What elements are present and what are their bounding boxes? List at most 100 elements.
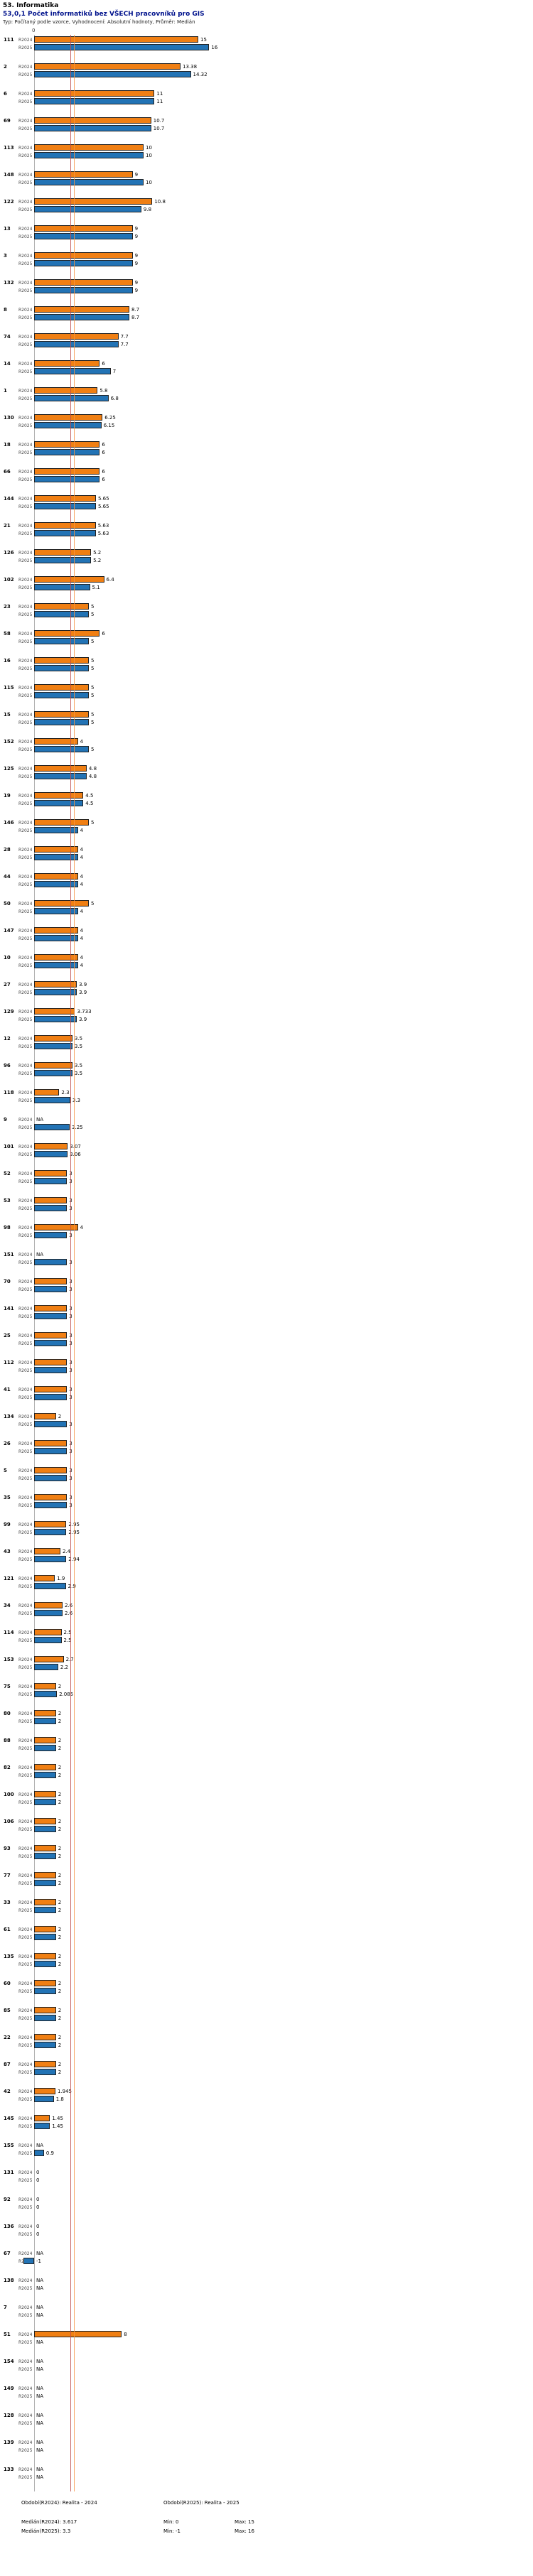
series-label: R2024 bbox=[18, 956, 33, 960]
value-label: 6.8 bbox=[110, 396, 119, 401]
group-id-label: 133 bbox=[4, 2467, 14, 2472]
bar-row-r2024: R2024 2 bbox=[0, 1737, 533, 1744]
group-id-label: 154 bbox=[4, 2359, 14, 2364]
bar-r2024 bbox=[34, 1710, 56, 1716]
bar-group: 22 R2024 2 R2025 2 bbox=[0, 2033, 533, 2060]
bar-row-r2024: R2024 6 bbox=[0, 441, 533, 448]
bar-r2024 bbox=[34, 549, 92, 556]
bar-group: 151R2024NAR20253 bbox=[0, 1250, 533, 1277]
bar-r2024 bbox=[34, 1548, 60, 1554]
bar-r2025 bbox=[34, 1286, 68, 1292]
bar-group: 33 R2024 2 R2025 2 bbox=[0, 1898, 533, 1925]
value-label: 2 bbox=[58, 1934, 62, 1940]
bar-row-r2025: R2025 0 bbox=[0, 2204, 533, 2211]
group-id-label: 99 bbox=[4, 1522, 11, 1527]
series-label: R2024 bbox=[18, 1091, 33, 1095]
bar-row-r2025: R2025 NA bbox=[0, 2393, 533, 2400]
bar-r2024 bbox=[34, 360, 100, 367]
bar-r2025 bbox=[34, 1502, 68, 1508]
series-label: R2024 bbox=[18, 2089, 33, 2094]
bar-row-r2025: R2025 1.8 bbox=[0, 2096, 533, 2103]
series-label: R2024 bbox=[18, 1873, 33, 1878]
series-label: R2024 bbox=[18, 2332, 33, 2337]
series-label: R2024 bbox=[18, 1333, 33, 1338]
bar-row-r2025: R2025 5 bbox=[0, 611, 533, 618]
bar-row-r2025: R2025 2 bbox=[0, 1907, 533, 1914]
group-id-label: 15 bbox=[4, 712, 11, 718]
value-label: 5 bbox=[91, 720, 95, 725]
series-label: R2024 bbox=[18, 2197, 33, 2202]
bar-row-r2025: R2025 NA bbox=[0, 2420, 533, 2427]
bar-r2024 bbox=[34, 711, 89, 718]
bar-group: 13 R2024 9 R2025 9 bbox=[0, 224, 533, 251]
value-label: 2.085 bbox=[59, 1692, 74, 1697]
chart-footer: Období(R2024): Realita - 2024 Období(R20… bbox=[21, 2499, 533, 2536]
group-id-label: 23 bbox=[4, 604, 11, 610]
value-label: 5 bbox=[91, 639, 95, 644]
value-label: 4 bbox=[80, 963, 84, 968]
value-label: 2 bbox=[58, 1711, 62, 1716]
bar-row-r2025: R2025 0.9 bbox=[0, 2150, 533, 2157]
bar-r2024 bbox=[34, 1440, 68, 1446]
group-id-label: 101 bbox=[4, 1144, 14, 1149]
bar-row-r2024: R2024 2 bbox=[0, 2034, 533, 2041]
bar-row-r2025: R2025 NA bbox=[0, 2339, 533, 2346]
bar-r2024 bbox=[34, 765, 87, 772]
bar-row-r2025: R2025 5.63 bbox=[0, 530, 533, 537]
bar-row-r2025: R2025 6.15 bbox=[0, 422, 533, 429]
value-label: 2 bbox=[58, 1792, 62, 1797]
bar-row-r2025: R2025 0 bbox=[0, 2177, 533, 2184]
bar-group: 7 R2024 NA R2025 NA bbox=[0, 2302, 533, 2329]
bar-r2025 bbox=[34, 935, 78, 941]
bar-r2025 bbox=[34, 962, 78, 968]
value-label: 8.7 bbox=[131, 307, 140, 313]
bar-group: 96 R2024 3.5 R2025 3.5 bbox=[0, 1061, 533, 1088]
bar-r2025 bbox=[34, 179, 144, 185]
median-r2025-label: Medián(R2025): 3.3 bbox=[21, 2528, 71, 2534]
bar-row-r2025: R2025 2 bbox=[0, 2042, 533, 2049]
value-label: 4 bbox=[80, 739, 84, 745]
bar-row-r2025: R2025 2 bbox=[0, 1772, 533, 1779]
bar-row-r2024: R2024 NA bbox=[0, 1251, 533, 1258]
series-label: R2024 bbox=[18, 1252, 33, 1257]
bar-group: 102 R2024 6.4 R2025 5.1 bbox=[0, 575, 533, 602]
bar-group: 51 R2024 8 R2025 NA bbox=[0, 2329, 533, 2356]
value-label: 6 bbox=[102, 361, 105, 367]
value-label: 2 bbox=[58, 1684, 62, 1689]
group-id-label: 87 bbox=[4, 2062, 11, 2067]
bar-row-r2025: R2025 2.6 bbox=[0, 1610, 533, 1617]
bar-r2024 bbox=[34, 1224, 78, 1230]
bar-group: 61 R2024 2 R2025 2 bbox=[0, 1925, 533, 1952]
bar-group: 141R20243R20253 bbox=[0, 1304, 533, 1331]
bar-row-r2024: R2024 NA bbox=[0, 2277, 533, 2284]
series-label: R2025 bbox=[18, 153, 33, 158]
bar-row-r2024: R2024 10 bbox=[0, 144, 533, 151]
series-label: R2025 bbox=[18, 1827, 33, 1832]
bar-r2025 bbox=[34, 2150, 44, 2156]
series-label: R2024 bbox=[18, 146, 33, 151]
value-label: 16 bbox=[211, 45, 218, 50]
bar-r2025 bbox=[34, 1043, 72, 1049]
value-label: 2 bbox=[58, 2015, 62, 2021]
value-label: 9 bbox=[134, 253, 139, 259]
bar-r2024 bbox=[34, 1737, 56, 1743]
series-label: R2024 bbox=[18, 632, 33, 637]
bar-group: 149 R2024 NA R2025 NA bbox=[0, 2383, 533, 2410]
bar-r2024 bbox=[34, 1845, 56, 1851]
group-id-label: 134 bbox=[4, 1414, 14, 1419]
group-id-label: 35 bbox=[4, 1495, 11, 1500]
group-id-label: 98 bbox=[4, 1225, 11, 1230]
bar-group: 132 R2024 9 R2025 9 bbox=[0, 278, 533, 305]
series-label: R2025 bbox=[18, 234, 33, 239]
bar-r2024 bbox=[34, 144, 144, 151]
series-label: R2025 bbox=[18, 1989, 33, 1994]
bar-row-r2024: R2024 2 bbox=[0, 1926, 533, 1933]
bar-r2025 bbox=[34, 530, 96, 536]
bar-r2025 bbox=[34, 1718, 56, 1724]
